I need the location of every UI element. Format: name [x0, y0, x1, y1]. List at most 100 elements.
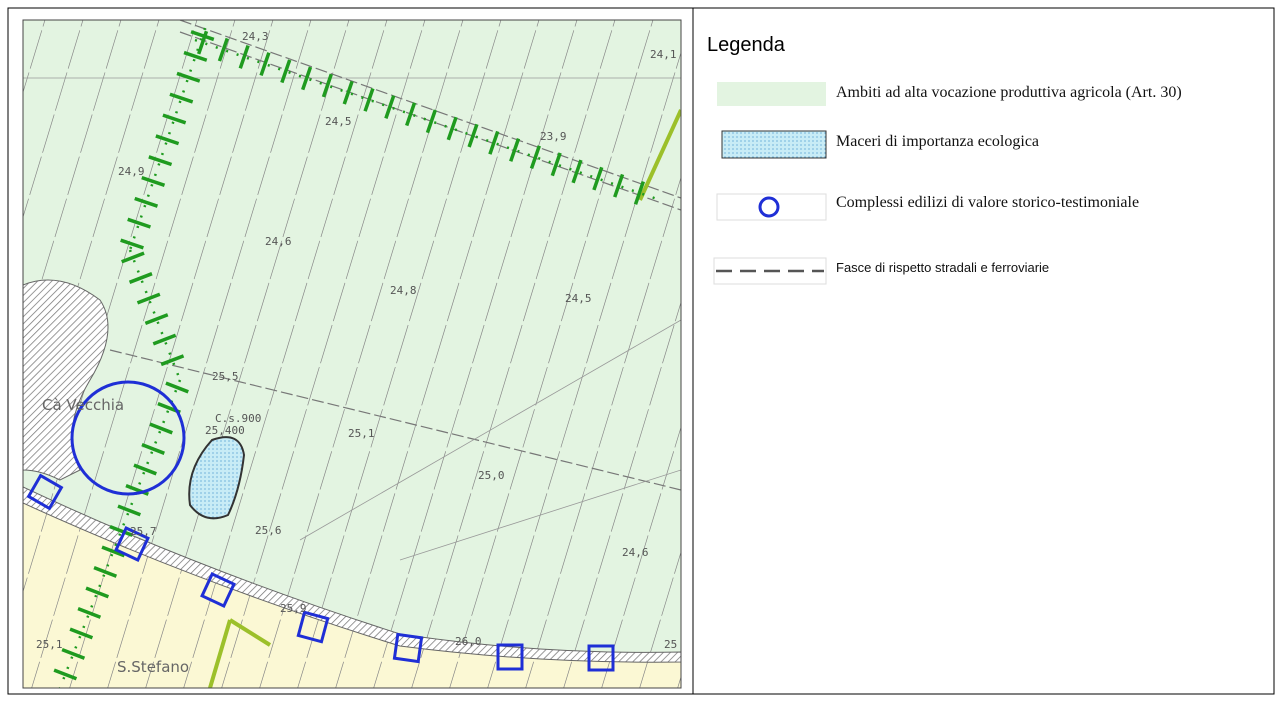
parcel-line	[107, 20, 312, 688]
road-line	[399, 469, 681, 561]
boundary-tick	[529, 145, 541, 170]
boundary-tick	[217, 37, 229, 62]
boundary-tick	[144, 313, 169, 326]
map-label: 24,6	[265, 235, 292, 248]
frame	[7, 7, 1275, 695]
legend: Legenda Ambiti ad alta vocazione produtt…	[707, 34, 1182, 285]
boundary-tick	[109, 524, 134, 537]
place-name: Cà Vecchia	[42, 396, 124, 414]
boundary-tick	[85, 586, 110, 599]
parcel-line	[487, 51, 681, 688]
macero	[188, 436, 246, 520]
boundary-tick	[127, 217, 151, 229]
parcel-line	[297, 20, 502, 688]
boundary-tick	[160, 354, 185, 367]
map-label: 24,5	[325, 115, 352, 128]
map-label: 25,0	[478, 469, 505, 482]
boundary-tick	[301, 66, 313, 91]
historic-square	[296, 610, 330, 644]
map-label: 25	[664, 638, 677, 651]
boundary-tick	[363, 87, 375, 112]
legend-entry: Maceri di importanza ecologica	[836, 133, 1039, 150]
parcel-line	[183, 20, 388, 688]
swatch-circle	[758, 196, 780, 218]
boundary-tick	[155, 134, 180, 146]
boundary-tick	[141, 175, 166, 187]
boundary-tick	[280, 59, 292, 84]
parcel-line	[69, 20, 274, 688]
boundary-tick	[190, 30, 215, 42]
road-line	[299, 319, 681, 541]
map-label: 24,9	[118, 165, 145, 178]
boundary-tick	[405, 102, 417, 127]
historic-square	[392, 632, 424, 664]
boundary-tick	[592, 166, 604, 191]
parcel-line	[525, 176, 681, 688]
boundary-tick	[321, 73, 333, 98]
map-label: 26,0	[455, 635, 482, 648]
historic-square	[200, 572, 236, 608]
road-line	[109, 349, 681, 491]
map-label: 25,9	[280, 602, 307, 615]
map-label: 24,5	[565, 292, 592, 305]
boundary-dots	[128, 249, 182, 381]
historic-complex	[70, 380, 186, 496]
boundary-tick	[133, 463, 157, 476]
boundary-tick	[342, 80, 354, 105]
map-label: 24,6	[622, 546, 649, 559]
map-label: 24,3	[242, 30, 269, 43]
boundary-tick	[467, 123, 479, 148]
road	[23, 486, 681, 663]
boundary-tick	[149, 422, 173, 435]
boundary-tick	[69, 627, 94, 640]
boundary-tick	[259, 52, 271, 76]
boundary-tick	[488, 130, 500, 155]
map-label: 23,9	[540, 130, 567, 143]
boundary-tick	[93, 565, 118, 578]
boundary	[53, 27, 661, 688]
parcel-line	[563, 301, 681, 688]
boundary-tick	[633, 181, 645, 205]
legend-title: Legenda	[707, 34, 786, 56]
parcel-line	[335, 20, 540, 688]
map-label: 25,6	[255, 524, 282, 537]
historic-square	[496, 643, 524, 671]
boundary-tick	[446, 116, 458, 141]
parcel-line	[145, 20, 350, 688]
boundary-tick	[134, 196, 159, 208]
boundary-tick	[165, 381, 189, 394]
map-label: 25,1	[36, 638, 63, 651]
boundary-tick	[121, 251, 145, 264]
legend-entry: Fasce di rispetto stradali e ferroviarie	[836, 260, 1049, 275]
legend-entry: Ambiti ad alta vocazione produttiva agri…	[836, 84, 1182, 101]
road-line	[179, 20, 681, 199]
boundary-tick	[425, 109, 437, 134]
boundary-tick	[197, 30, 209, 55]
historic-square	[26, 473, 64, 511]
swatch	[721, 130, 827, 159]
boundary-tick	[61, 647, 86, 660]
boundary-dots	[58, 379, 182, 688]
parcel-line	[31, 20, 236, 688]
boundary-tick	[176, 71, 201, 83]
swatch	[717, 82, 826, 106]
boundary-tick	[128, 272, 153, 284]
boundary-tick	[571, 159, 583, 184]
historic-square	[114, 526, 150, 562]
map-label: 25,7	[130, 525, 157, 538]
map-label: 25,400	[205, 424, 245, 437]
boundary-tick	[148, 155, 173, 167]
boundary-tick	[613, 173, 625, 198]
historic-squares	[26, 473, 615, 672]
boundary-tick	[136, 292, 161, 305]
boundary-tick	[117, 504, 141, 517]
historic-square	[587, 644, 615, 672]
boundary-tick	[120, 238, 144, 250]
boundary-tick	[152, 333, 177, 346]
boundary-tick	[53, 668, 78, 681]
grid-lines	[23, 20, 681, 688]
map-border	[22, 19, 682, 689]
boundary-tick	[169, 92, 194, 104]
parcel-line	[23, 20, 122, 344]
